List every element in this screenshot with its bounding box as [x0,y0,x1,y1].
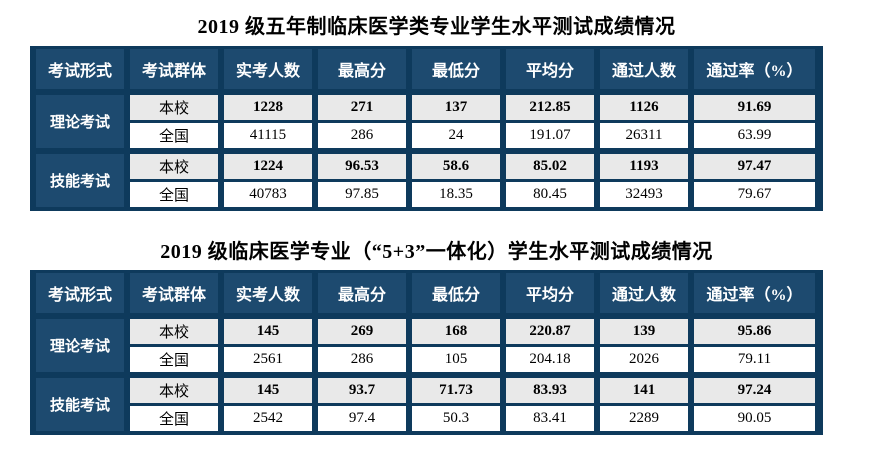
column-header: 实考人数 [224,49,312,89]
value-cell: 83.93 [506,375,594,403]
value-cell: 191.07 [506,123,594,148]
column-header: 最高分 [318,273,406,313]
score-table-five-year: 考试形式 考试群体 实考人数 最高分 最低分 平均分 通过人数 通过率（%） 理论考试 本校 122… [30,46,821,210]
header-row: 考试形式 考试群体 实考人数 最高分 最低分 平均分 通过人数 通过率（%） [36,49,815,89]
table-row: 全国 2542 97.4 50.3 83.41 2289 90.05 [36,406,815,431]
value-cell: 58.6 [412,151,500,179]
column-header: 考试群体 [130,49,218,89]
value-cell: 145 [224,375,312,403]
table-frame: 考试形式 考试群体 实考人数 最高分 最低分 平均分 通过人数 通过率（%） 理论考试 本校 122… [30,46,823,211]
cohort-cell: 全国 [130,123,218,148]
column-header: 考试形式 [36,49,124,89]
value-cell: 204.18 [506,347,594,372]
value-cell: 85.02 [506,151,594,179]
column-header: 最低分 [412,273,500,313]
exam-form-cell: 技能考试 [36,151,124,207]
cohort-cell: 全国 [130,406,218,431]
value-cell: 1126 [600,92,688,120]
value-cell: 1228 [224,92,312,120]
value-cell: 24 [412,123,500,148]
value-cell: 32493 [600,182,688,207]
value-cell: 41115 [224,123,312,148]
value-cell: 63.99 [694,123,815,148]
value-cell: 90.05 [694,406,815,431]
table-row: 理论考试 本校 1228 271 137 212.85 1126 91.69 [36,92,815,148]
exam-form-cell: 技能考试 [36,375,124,431]
value-cell: 1193 [600,151,688,179]
column-header: 通过率（%） [694,49,815,89]
value-cell: 97.4 [318,406,406,431]
value-cell: 97.85 [318,182,406,207]
column-header: 通过率（%） [694,273,815,313]
table-row: 全国 2561 286 105 204.18 2026 79.11 [36,347,815,372]
value-cell: 1224 [224,151,312,179]
value-cell: 26311 [600,123,688,148]
column-header: 通过人数 [600,49,688,89]
column-header: 平均分 [506,49,594,89]
value-cell: 105 [412,347,500,372]
value-cell: 220.87 [506,316,594,344]
value-cell: 40783 [224,182,312,207]
exam-form-cell: 理论考试 [36,316,124,372]
value-cell: 91.69 [694,92,815,120]
cohort-cell: 全国 [130,182,218,207]
value-cell: 71.73 [412,375,500,403]
value-cell: 212.85 [506,92,594,120]
value-cell: 2561 [224,347,312,372]
value-cell: 286 [318,123,406,148]
value-cell: 79.11 [694,347,815,372]
value-cell: 269 [318,316,406,344]
value-cell: 271 [318,92,406,120]
column-header: 最低分 [412,49,500,89]
value-cell: 80.45 [506,182,594,207]
value-cell: 97.24 [694,375,815,403]
value-cell: 2026 [600,347,688,372]
value-cell: 145 [224,316,312,344]
table-row: 技能考试 本校 145 93.7 71.73 83.93 141 97.24 [36,375,815,431]
value-cell: 137 [412,92,500,120]
value-cell: 93.7 [318,375,406,403]
table-row: 技能考试 本校 1224 96.53 58.6 85.02 1193 97.47 [36,151,815,207]
value-cell: 79.67 [694,182,815,207]
table-frame: 考试形式 考试群体 实考人数 最高分 最低分 平均分 通过人数 通过率（%） 理论考试 本校 145… [30,270,823,435]
value-cell: 2542 [224,406,312,431]
exam-form-cell: 理论考试 [36,92,124,148]
column-header: 实考人数 [224,273,312,313]
column-header: 考试形式 [36,273,124,313]
column-header: 通过人数 [600,273,688,313]
value-cell: 168 [412,316,500,344]
value-cell: 97.47 [694,151,815,179]
cohort-cell: 本校 [130,151,218,179]
table-row: 全国 41115 286 24 191.07 26311 63.99 [36,123,815,148]
column-header: 最高分 [318,49,406,89]
table-row: 理论考试 本校 145 269 168 220.87 139 95.86 [36,316,815,372]
value-cell: 286 [318,347,406,372]
section-5plus3-program: 2019 级临床医学专业（“5+3”一体化）学生水平测试成绩情况 考试形式 考试群… [0,239,873,435]
table-title-five-year: 2019 级五年制临床医学类专业学生水平测试成绩情况 [197,16,676,38]
value-cell: 96.53 [318,151,406,179]
header-row: 考试形式 考试群体 实考人数 最高分 最低分 平均分 通过人数 通过率（%） [36,273,815,313]
cohort-cell: 本校 [130,92,218,120]
section-five-year-program: 2019 级五年制临床医学类专业学生水平测试成绩情况 考试形式 考试群体 实考人数最… [0,14,873,211]
value-cell: 139 [600,316,688,344]
cohort-cell: 全国 [130,347,218,372]
value-cell: 141 [600,375,688,403]
cohort-cell: 本校 [130,375,218,403]
value-cell: 50.3 [412,406,500,431]
score-table-5plus3: 考试形式 考试群体 实考人数 最高分 最低分 平均分 通过人数 通过率（%） 理论考试 本校 145… [30,270,821,434]
column-header: 平均分 [506,273,594,313]
value-cell: 2289 [600,406,688,431]
table-row: 全国 40783 97.85 18.35 80.45 32493 79.67 [36,182,815,207]
cohort-cell: 本校 [130,316,218,344]
value-cell: 83.41 [506,406,594,431]
column-header: 考试群体 [130,273,218,313]
value-cell: 95.86 [694,316,815,344]
table-title-5plus3: 2019 级临床医学专业（“5+3”一体化）学生水平测试成绩情况 [160,241,713,263]
value-cell: 18.35 [412,182,500,207]
